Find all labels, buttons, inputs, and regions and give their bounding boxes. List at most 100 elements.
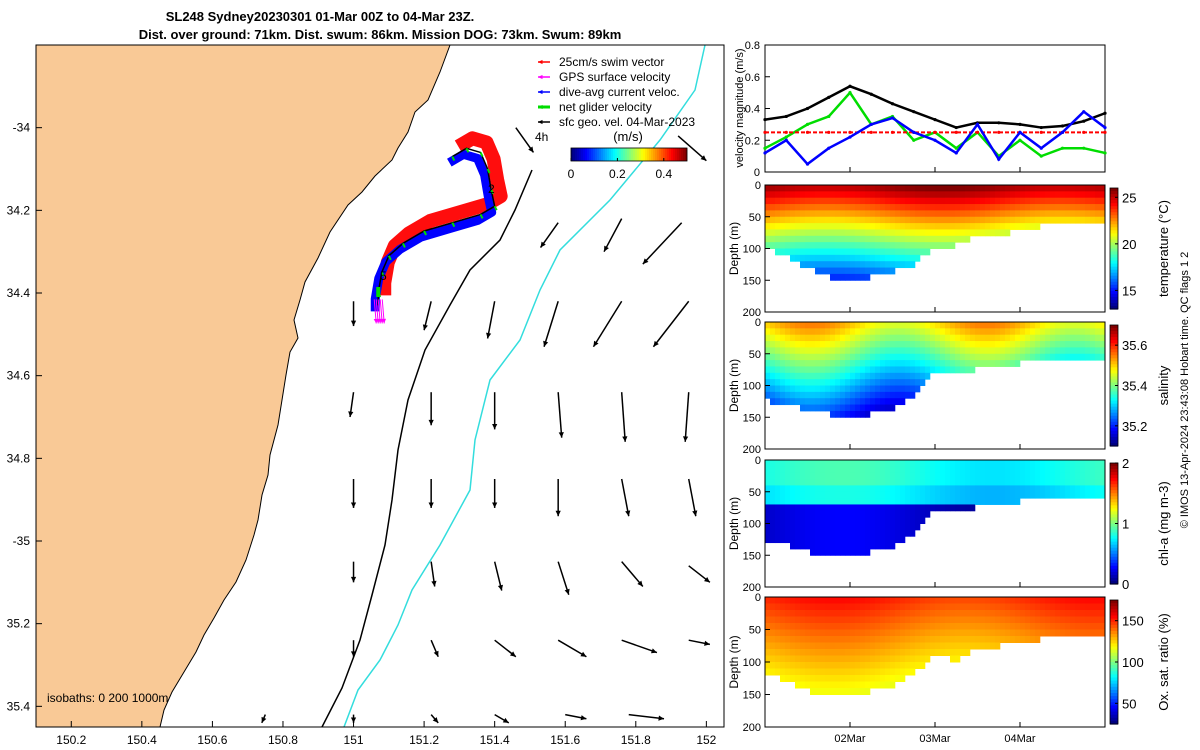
section-y-tick-label: 0 <box>755 317 761 329</box>
section-cell <box>1035 485 1041 493</box>
section-cell <box>890 498 896 505</box>
section-cell <box>880 254 886 262</box>
section-cell <box>905 360 911 367</box>
section-cell <box>820 360 826 367</box>
section-cell <box>810 223 816 230</box>
velocity-point <box>848 84 852 88</box>
section-cell <box>780 479 786 486</box>
section-cell <box>820 610 826 617</box>
section-colorbar-cell <box>1110 606 1118 610</box>
section-cell <box>895 379 901 386</box>
section-cell <box>1020 466 1026 474</box>
section-cell <box>970 466 976 474</box>
section-cell <box>815 536 821 544</box>
section-cell <box>1010 328 1016 336</box>
section-cell <box>860 185 866 192</box>
section-cell <box>835 248 841 256</box>
section-cell <box>1005 229 1011 237</box>
section-cell <box>835 523 841 531</box>
section-cell <box>850 642 856 650</box>
section-cell <box>970 347 976 355</box>
section-cell <box>1075 353 1081 361</box>
section-cell <box>880 523 886 531</box>
section-cell <box>965 223 971 230</box>
section-cell <box>985 472 991 480</box>
section-cell <box>875 261 881 269</box>
section-cell <box>1095 210 1101 218</box>
section-cell <box>865 504 871 512</box>
section-cell <box>905 517 911 524</box>
section-cell <box>765 204 771 211</box>
section-cell <box>905 366 911 374</box>
section-cell <box>920 372 926 380</box>
section-cell <box>1035 460 1041 467</box>
section-cell <box>795 322 801 329</box>
section-cell <box>785 517 791 524</box>
section-cell <box>1025 322 1031 329</box>
section-colorbar-cell <box>1110 493 1118 497</box>
section-cell <box>960 185 966 192</box>
section-cell <box>785 379 791 386</box>
section-cell <box>970 479 976 486</box>
section-cell <box>855 529 861 537</box>
section-colorbar-cell <box>1110 206 1118 210</box>
section-cell <box>885 460 891 467</box>
section-y-label: Depth (m) <box>727 635 741 688</box>
section-cell <box>880 267 886 275</box>
section-cell <box>870 681 876 689</box>
velocity-point <box>1018 138 1022 142</box>
section-cell <box>960 472 966 480</box>
section-cell <box>1080 610 1086 617</box>
section-cell <box>910 210 916 218</box>
section-cell <box>850 353 856 361</box>
section-cell <box>910 623 916 630</box>
section-cell <box>965 322 971 329</box>
section-cell <box>865 655 871 663</box>
section-cell <box>810 688 816 695</box>
section-cell <box>795 642 801 650</box>
section-cell <box>805 675 811 682</box>
velocity-point <box>954 130 958 134</box>
section-cell <box>935 360 941 367</box>
section-cell <box>920 197 926 205</box>
section-cell <box>845 649 851 656</box>
geo-vector-head <box>564 588 570 595</box>
velocity-point <box>1018 122 1022 126</box>
section-cell <box>840 341 846 348</box>
section-colorbar-cell <box>1110 245 1118 250</box>
section-cell <box>825 398 831 406</box>
section-cell <box>925 510 931 518</box>
section-cell <box>830 517 836 524</box>
section-cell <box>770 466 776 474</box>
section-cell <box>905 529 911 537</box>
section-cell <box>830 229 836 237</box>
section-cell <box>1045 328 1051 336</box>
section-cell <box>820 510 826 518</box>
section-cell <box>970 204 976 211</box>
net-velocity-arrow <box>387 255 392 261</box>
section-cell <box>820 688 826 695</box>
section-cell <box>885 536 891 544</box>
section-cell <box>805 328 811 336</box>
section-cell <box>975 603 981 611</box>
section-cell <box>900 328 906 336</box>
geo-vector-head <box>653 340 659 347</box>
section-cell <box>915 242 921 249</box>
section-cell <box>1095 185 1101 192</box>
section-cell <box>815 688 821 695</box>
section-cell <box>895 642 901 650</box>
section-cell <box>980 472 986 480</box>
section-cell <box>815 372 821 380</box>
section-cell <box>1020 322 1026 329</box>
section-cell <box>860 536 866 544</box>
velocity-y-label: velocity magnitude (m/s) <box>734 48 746 167</box>
section-colorbar-cell <box>1110 433 1118 438</box>
section-cell <box>970 498 976 505</box>
section-cell <box>885 216 891 224</box>
section-colorbar-tick-label: 150 <box>1122 614 1144 629</box>
section-cell <box>840 504 846 512</box>
section-cell <box>895 498 901 505</box>
section-cell <box>830 629 836 637</box>
section-colorbar-cell <box>1110 671 1118 675</box>
section-cell <box>930 328 936 336</box>
